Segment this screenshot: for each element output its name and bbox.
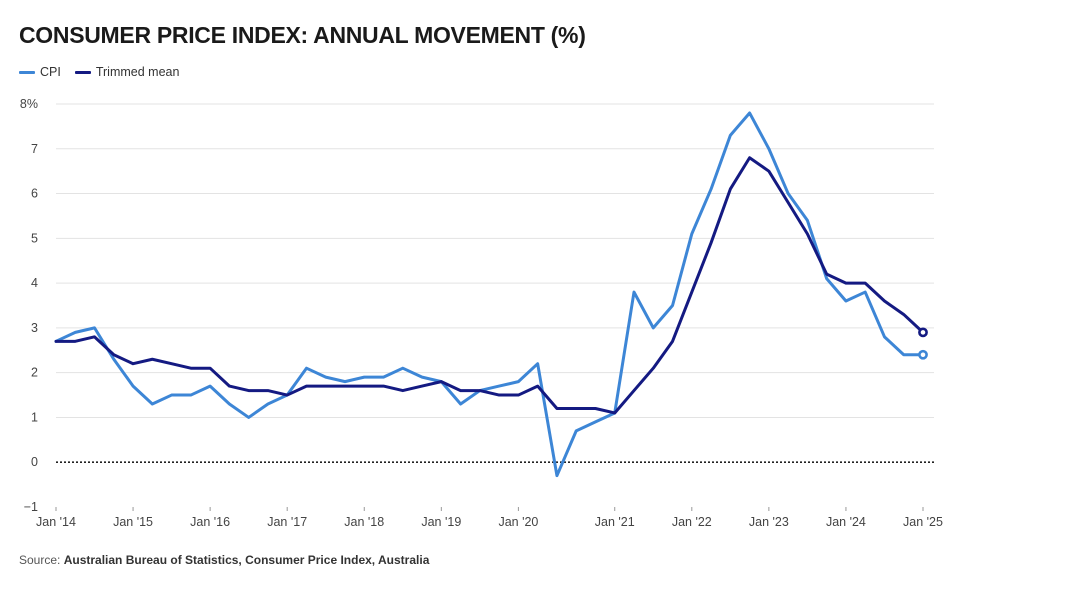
series-line-trimmed-mean	[54, 156, 925, 415]
series-line-cpi	[54, 111, 925, 478]
y-tick-label: 0	[31, 455, 38, 469]
x-tick-label: Jan '25	[903, 515, 943, 529]
x-tick-label: Jan '17	[267, 515, 307, 529]
x-tick-label: Jan '24	[826, 515, 866, 529]
legend-label-trimmed-mean: Trimmed mean	[95, 65, 180, 79]
y-tick-label: 1	[31, 410, 38, 424]
y-tick-label: 3	[31, 321, 38, 335]
x-tick-label: Jan '16	[190, 515, 230, 529]
source-note: Source: Australian Bureau of Statistics,…	[19, 553, 429, 567]
y-tick-label: 2	[31, 366, 38, 380]
x-tick-label: Jan '21	[595, 515, 635, 529]
x-tick-label: Jan '18	[344, 515, 384, 529]
series-layer	[54, 111, 928, 478]
chart-title: CONSUMER PRICE INDEX: ANNUAL MOVEMENT (%…	[19, 22, 586, 48]
grid-layer	[56, 103, 934, 464]
y-axis-ticks: −1 0 1 2 3 4 5 6 7 8%	[20, 97, 38, 514]
legend-swatch-cpi	[19, 70, 35, 74]
series-end-marker-cpi	[918, 349, 928, 360]
x-tick-label: Jan '23	[749, 515, 789, 529]
legend-label-cpi: CPI	[40, 65, 61, 79]
legend-item-trimmed-mean: Trimmed mean	[74, 65, 180, 79]
x-axis-ticks: Jan '14 Jan '15 Jan '16 Jan '17 Jan '18 Jan '…	[36, 507, 943, 529]
y-tick-label: 4	[31, 276, 38, 290]
series-end-marker-trimmed-mean	[918, 327, 928, 338]
y-tick-label: 7	[31, 142, 38, 156]
chart-legend: CPI Trimmed mean	[19, 65, 193, 79]
y-tick-label: 6	[31, 187, 38, 201]
x-tick-label: Jan '19	[421, 515, 461, 529]
y-tick-label: −1	[24, 500, 38, 514]
legend-item-cpi: CPI	[19, 65, 61, 79]
x-tick-label: Jan '15	[113, 515, 153, 529]
legend-swatch-trimmed-mean	[74, 70, 91, 74]
x-tick-label: Jan '14	[36, 515, 76, 529]
x-tick-label: Jan '20	[498, 515, 538, 529]
source-prefix: Source:	[19, 553, 61, 567]
source-text: Australian Bureau of Statistics, Consume…	[63, 553, 430, 567]
y-tick-label: 5	[31, 231, 38, 245]
x-tick-label: Jan '22	[672, 515, 712, 529]
y-tick-label: 8%	[20, 97, 38, 111]
